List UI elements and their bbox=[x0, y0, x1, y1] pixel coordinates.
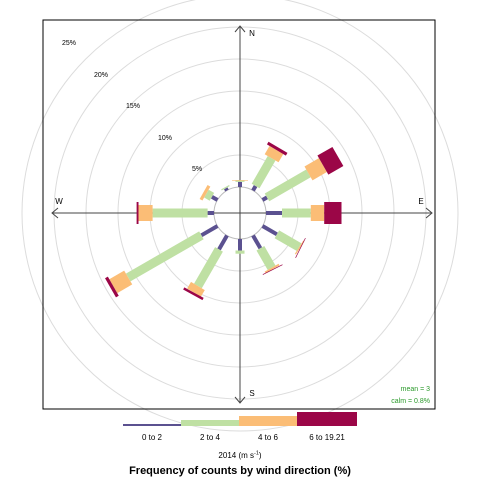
legend-label-3: 4 to 6 bbox=[258, 433, 279, 442]
petal-150-band-3 bbox=[264, 263, 280, 274]
petal-60-band-3 bbox=[304, 158, 327, 181]
petal-30 bbox=[251, 141, 288, 192]
arrow-south-icon bbox=[234, 396, 246, 404]
legend-swatch-4 bbox=[297, 412, 357, 426]
petal-30-band-1 bbox=[251, 184, 258, 192]
arrow-east-icon bbox=[425, 207, 433, 219]
petal-330-band-2 bbox=[221, 185, 230, 191]
grid-ring-30 bbox=[21, 0, 459, 432]
chart-title: Frequency of counts by wind direction (%… bbox=[129, 465, 351, 477]
petal-60-band-2 bbox=[264, 169, 311, 202]
petal-240 bbox=[105, 224, 219, 298]
petal-30-band-4 bbox=[266, 141, 288, 156]
radial-tick-label: 10% bbox=[158, 135, 172, 142]
mean-stat: mean = 3 bbox=[401, 386, 430, 393]
legend-title-exponent: -1 bbox=[254, 451, 259, 457]
compass-south-label: S bbox=[249, 389, 254, 398]
compass-axes bbox=[51, 25, 433, 404]
petal-150-band-2 bbox=[256, 246, 276, 270]
petal-300-band-1 bbox=[210, 195, 219, 202]
legend-swatch-1 bbox=[123, 424, 181, 426]
petal-120 bbox=[261, 224, 306, 258]
compass-east-label: E bbox=[418, 197, 423, 206]
petal-240-band-1 bbox=[200, 224, 219, 238]
legend-title-suffix: ) bbox=[259, 451, 262, 460]
petal-300-band-2 bbox=[204, 189, 215, 201]
petal-60 bbox=[261, 146, 344, 202]
petal-240-band-3 bbox=[109, 270, 133, 294]
petal-30-band-2 bbox=[251, 156, 276, 189]
legend-title-main: 2014 (m s bbox=[218, 451, 254, 460]
petal-330 bbox=[221, 185, 230, 192]
petal-210-band-4 bbox=[183, 287, 204, 301]
calm-stat: calm = 0.8% bbox=[391, 398, 430, 405]
petal-150-band-1 bbox=[251, 234, 263, 250]
legend-swatch-3 bbox=[239, 416, 297, 426]
legend-title: 2014 (m s-1) bbox=[218, 451, 261, 461]
legend-swatch-2 bbox=[181, 420, 239, 426]
arrow-north-icon bbox=[234, 25, 246, 33]
wind-petals bbox=[105, 141, 344, 301]
petal-120-band-3 bbox=[294, 240, 305, 255]
legend: 0 to 2 2 to 4 4 to 6 6 to 19.21 bbox=[123, 412, 357, 442]
petal-30-band-3 bbox=[264, 145, 284, 163]
petal-60-band-1 bbox=[261, 195, 269, 202]
plot-frame bbox=[42, 19, 436, 410]
petal-330-band-1 bbox=[223, 187, 229, 192]
compass-west-label: W bbox=[55, 197, 63, 206]
radial-tick-label: 20% bbox=[94, 72, 108, 79]
petal-120-band-2 bbox=[274, 230, 302, 251]
petal-210 bbox=[183, 234, 229, 301]
petal-240-band-4 bbox=[105, 276, 119, 298]
arrow-west-icon bbox=[51, 207, 59, 219]
compass-labels: N E S W bbox=[55, 29, 423, 398]
petal-300-band-3 bbox=[199, 185, 211, 201]
legend-label-2: 2 to 4 bbox=[200, 433, 221, 442]
petal-210-band-3 bbox=[187, 281, 205, 297]
radial-tick-label: 25% bbox=[62, 40, 76, 47]
petal-120-band-1 bbox=[261, 224, 278, 237]
radial-tick-label: 15% bbox=[126, 103, 140, 110]
radial-tick-label: 5% bbox=[192, 166, 202, 173]
petal-60-band-4 bbox=[317, 146, 344, 175]
petal-150 bbox=[251, 234, 283, 275]
legend-label-1: 0 to 2 bbox=[142, 433, 163, 442]
petal-300 bbox=[199, 185, 219, 202]
compass-north-label: N bbox=[249, 29, 255, 38]
radial-tick-labels: 5% 10% 15% 20% 25% bbox=[62, 40, 202, 173]
petal-210-band-2 bbox=[194, 247, 223, 289]
legend-label-4: 6 to 19.21 bbox=[309, 433, 345, 442]
petal-210-band-1 bbox=[217, 234, 229, 251]
petal-240-band-2 bbox=[125, 231, 204, 282]
